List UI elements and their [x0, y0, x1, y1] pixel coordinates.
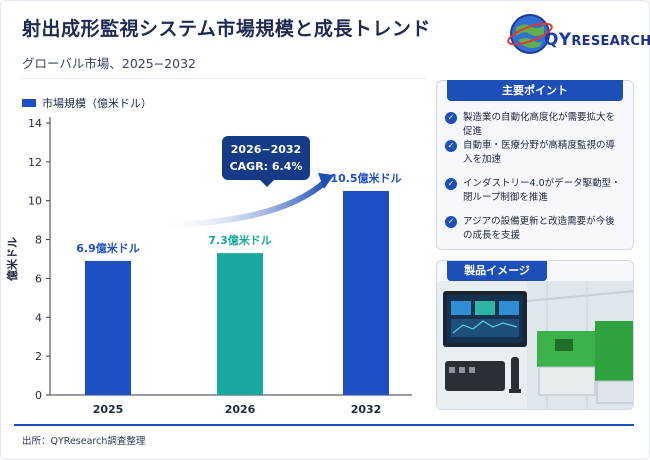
legend-label: 市場規模（億米ドル）	[42, 97, 152, 110]
product-image-panel: 製品イメージ	[436, 260, 634, 410]
page-subtitle: グローバル市場、2025−2032	[22, 56, 196, 71]
key-point-item: ✓ インダストリー4.0がデータ駆動型・閉ループ制御を推進	[445, 177, 623, 205]
chart-legend: 市場規模（億米ドル）	[22, 95, 152, 111]
data-label: 7.3億米ドル	[208, 233, 272, 247]
key-point-text: 自動車・医療分野が高精度監視の導入を加速	[463, 140, 616, 165]
y-tick-label: 8	[35, 234, 42, 247]
y-tick-label: 12	[28, 156, 42, 169]
growth-arrow	[155, 178, 329, 229]
x-tick-label: 2026	[225, 403, 256, 416]
callout-cagr: CAGR: 6.4%	[229, 160, 303, 173]
y-axis-label: 億米ドル	[5, 237, 19, 281]
cagr-callout: 2026−2032 CAGR: 6.4%	[222, 136, 310, 187]
check-icon: ✓	[445, 140, 457, 152]
key-point-item: ✓ アジアの設備更新と改造需要が今後の成長を支援	[445, 215, 623, 243]
x-tick-label: 2025	[93, 403, 124, 416]
check-icon: ✓	[445, 178, 457, 190]
product-image-title: 製品イメージ	[447, 261, 547, 281]
data-label: 10.5億米ドル	[330, 171, 401, 185]
x-tick-label: 2032	[351, 403, 382, 416]
product-image	[437, 281, 633, 409]
check-icon: ✓	[445, 216, 457, 228]
key-point-text: アジアの設備更新と改造需要が今後の成長を支援	[463, 216, 615, 241]
legend-swatch	[22, 99, 36, 107]
y-tick-label: 4	[35, 311, 42, 324]
callout-period: 2026−2032	[230, 143, 302, 156]
key-point-text: インダストリー4.0がデータ駆動型・閉ループ制御を推進	[463, 178, 621, 203]
logo-text-rest: RESEARCH	[571, 34, 650, 49]
growth-arrow-head	[318, 173, 334, 189]
y-tick-label: 10	[28, 195, 42, 208]
qyresearch-logo	[507, 14, 553, 54]
y-tick-label: 0	[35, 389, 42, 402]
top-divider	[22, 78, 427, 79]
logo-text-prefix: QY	[544, 30, 572, 50]
y-tick-label: 2	[35, 350, 42, 363]
key-point-item: ✓ 自動車・医療分野が高精度監視の導入を加速	[445, 139, 623, 167]
bar	[85, 260, 131, 395]
key-points-panel: 主要ポイント ✓ 製造業の自動化高度化が需要拡大を促進 ✓ 自動車・医療分野が高…	[436, 80, 634, 250]
bottom-divider	[14, 424, 634, 426]
key-points-title: 主要ポイント	[447, 80, 623, 101]
bar	[217, 253, 263, 395]
logo-wordmark: QYRESEARCH	[544, 30, 650, 50]
check-icon: ✓	[445, 112, 457, 124]
y-tick-label: 6	[35, 272, 42, 285]
bar-chart: 0 2 4 6 8 10 12 14 億米ドル 6.9億米ドル 2025 7.3億米ドル 2026 10.…	[5, 117, 412, 416]
key-point-text: 製造業の自動化高度化が需要拡大を促進	[463, 112, 616, 137]
data-label: 6.9億米ドル	[76, 241, 140, 255]
key-point-item: ✓ 製造業の自動化高度化が需要拡大を促進	[445, 111, 623, 139]
bar	[343, 191, 389, 395]
page-title: 射出成形監視システム市場規模と成長トレンド	[22, 18, 431, 40]
source-note: 出所：QYResearch調査整理	[22, 436, 146, 447]
y-tick-label: 14	[28, 117, 42, 130]
